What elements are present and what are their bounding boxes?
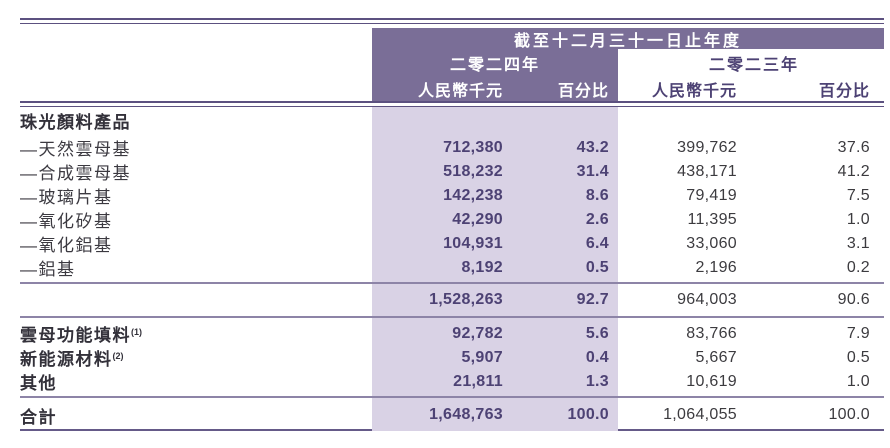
- pct-2024-cell: 43.2: [576, 138, 609, 156]
- header-left-spacer: [20, 28, 372, 49]
- row-label: 新能源材料(2): [20, 350, 124, 369]
- pct-2024-cell: 92.7: [576, 291, 609, 308]
- amount-2024-cell: 142,238: [443, 186, 503, 204]
- row-label: —天然雲母基: [20, 140, 131, 159]
- currency-header-2023: 人民幣千元: [624, 76, 743, 101]
- pct-2024-cell: 31.4: [576, 162, 609, 180]
- row-label: —氧化矽基: [20, 212, 113, 231]
- table-row-alumina: —氧化鋁基 104,931 6.4 33,060 3.1: [20, 231, 884, 256]
- amount-2024-cell: 21,811: [453, 372, 503, 390]
- separator-row: [20, 393, 884, 401]
- pct-2024-cell: 8.6: [585, 186, 609, 204]
- pct-2023-cell: 0.5: [846, 348, 870, 366]
- header-rule: [20, 101, 884, 107]
- table-row-aluminum: —鋁基 8,192 0.5 2,196 0.2: [20, 255, 884, 280]
- pct-2023-cell: 7.5: [846, 186, 870, 204]
- amount-2023-cell: 83,766: [686, 324, 737, 342]
- amount-2024-cell: 712,380: [443, 138, 503, 156]
- percent-header-2024: 百分比: [520, 76, 618, 101]
- pct-2023-cell: 1.0: [846, 372, 870, 390]
- pct-2023-cell: 7.9: [846, 324, 870, 342]
- table-row-silica: —氧化矽基 42,290 2.6 11,395 1.0: [20, 207, 884, 232]
- pct-2023-cell: 100.0: [828, 406, 870, 423]
- amount-2024-cell: 1,648,763: [429, 406, 503, 423]
- amount-2024-cell: 518,232: [443, 162, 503, 180]
- amount-2023-cell: 1,064,055: [663, 406, 737, 423]
- pct-2024-cell: 0.4: [585, 348, 609, 366]
- row-label: —玻璃片基: [20, 188, 113, 207]
- currency-label-2024: 人民幣千元: [417, 82, 503, 100]
- pct-2023-cell: 0.2: [846, 258, 870, 276]
- pct-2023-cell: 1.0: [846, 210, 870, 228]
- footnote-superscript: (2): [112, 351, 124, 361]
- amount-2023-cell: 10,619: [686, 372, 737, 390]
- highlight-column-2024: [372, 107, 618, 431]
- amount-2024-cell: 104,931: [443, 234, 503, 252]
- table-body: 珠光顏料產品 —天然雲母基 712,380 43.2 399,762 37.6 …: [20, 107, 884, 431]
- amount-2024-cell: 92,782: [452, 324, 503, 342]
- table-row-subtotal: 1,528,263 92.7 964,003 90.6: [20, 287, 884, 313]
- amount-2023-cell: 964,003: [677, 291, 737, 308]
- row-label: 珠光顏料產品: [20, 113, 131, 132]
- table-row-new-energy: 新能源材料(2) 5,907 0.4 5,667 0.5: [20, 345, 884, 370]
- amount-2023-cell: 438,171: [677, 162, 737, 180]
- separator-row: [20, 313, 884, 321]
- pct-2023-cell: 37.6: [837, 138, 870, 156]
- table-header: 截至十二月三十一日止年度: [20, 28, 884, 50]
- amount-2024-cell: 5,907: [461, 348, 503, 366]
- percent-header-2023: 百分比: [743, 76, 884, 101]
- amount-2023-cell: 33,060: [686, 234, 737, 252]
- pct-2024-cell: 5.6: [585, 324, 609, 342]
- pct-2023-cell: 3.1: [846, 234, 870, 252]
- percent-label-2023: 百分比: [818, 82, 870, 100]
- period-title: 截至十二月三十一日止年度: [513, 32, 742, 50]
- revenue-breakdown-table: 截至十二月三十一日止年度 二零二四年 二零二三年 人民幣千元 百分比: [20, 18, 884, 431]
- row-label: —氧化鋁基: [20, 236, 113, 255]
- pct-2024-cell: 2.6: [585, 210, 609, 228]
- row-label: 合計: [20, 407, 57, 427]
- amount-2023-cell: 2,196: [695, 258, 737, 276]
- amount-2023-cell: 11,395: [687, 210, 737, 228]
- amount-2024-cell: 42,290: [452, 210, 503, 228]
- pct-2024-cell: 6.4: [585, 234, 609, 252]
- separator-line: [20, 316, 884, 318]
- footnote-superscript: (1): [131, 327, 142, 337]
- table-row-synthetic-mica: —合成雲母基 518,232 31.4 438,171 41.2: [20, 159, 884, 184]
- separator-line: [20, 396, 884, 398]
- table-row-glass-flake: —玻璃片基 142,238 8.6 79,419 7.5: [20, 183, 884, 208]
- year-2023-label: 二零二三年: [708, 56, 799, 74]
- table-row-section-pearlescent: 珠光顏料產品: [20, 107, 884, 135]
- separator-row: [20, 279, 884, 287]
- table-row-total: 合計 1,648,763 100.0 1,064,055 100.0: [20, 401, 884, 429]
- top-rule: [20, 18, 884, 24]
- amount-2023-cell: 399,762: [677, 138, 737, 156]
- table-row-others: 其他 21,811 1.3 10,619 1.0: [20, 369, 884, 394]
- row-label: —合成雲母基: [20, 164, 131, 183]
- year-header-row: 二零二四年 二零二三年: [20, 49, 884, 76]
- table-row-natural-mica: —天然雲母基 712,380 43.2 399,762 37.6: [20, 135, 884, 160]
- period-title-band: 截至十二月三十一日止年度: [372, 28, 884, 50]
- amount-2023-cell: 5,667: [695, 348, 737, 366]
- currency-label-2023: 人民幣千元: [651, 82, 737, 100]
- percent-label-2024: 百分比: [557, 82, 609, 100]
- currency-header-2024: 人民幣千元: [372, 76, 520, 101]
- row-label: 雲母功能填料(1): [20, 326, 142, 345]
- pct-2024-cell: 0.5: [585, 258, 609, 276]
- year-2024-label: 二零二四年: [449, 56, 540, 74]
- separator-line: [20, 282, 884, 284]
- row-label: 其他: [20, 374, 57, 393]
- table-row-mica-filler: 雲母功能填料(1) 92,782 5.6 83,766 7.9: [20, 321, 884, 346]
- row-label: —鋁基: [20, 260, 76, 279]
- pct-2024-cell: 1.3: [585, 372, 609, 390]
- year-2023-header: 二零二三年: [624, 51, 884, 75]
- amount-2024-cell: 1,528,263: [429, 291, 503, 308]
- pct-2023-cell: 41.2: [837, 162, 870, 180]
- pct-2024-cell: 100.0: [567, 406, 609, 423]
- year-2024-header: 二零二四年: [372, 49, 618, 76]
- amount-2023-cell: 79,419: [686, 186, 737, 204]
- pct-2023-cell: 90.6: [837, 291, 870, 308]
- amount-2024-cell: 8,192: [461, 258, 503, 276]
- column-header-row: 人民幣千元 百分比 人民幣千元 百分比: [20, 76, 884, 101]
